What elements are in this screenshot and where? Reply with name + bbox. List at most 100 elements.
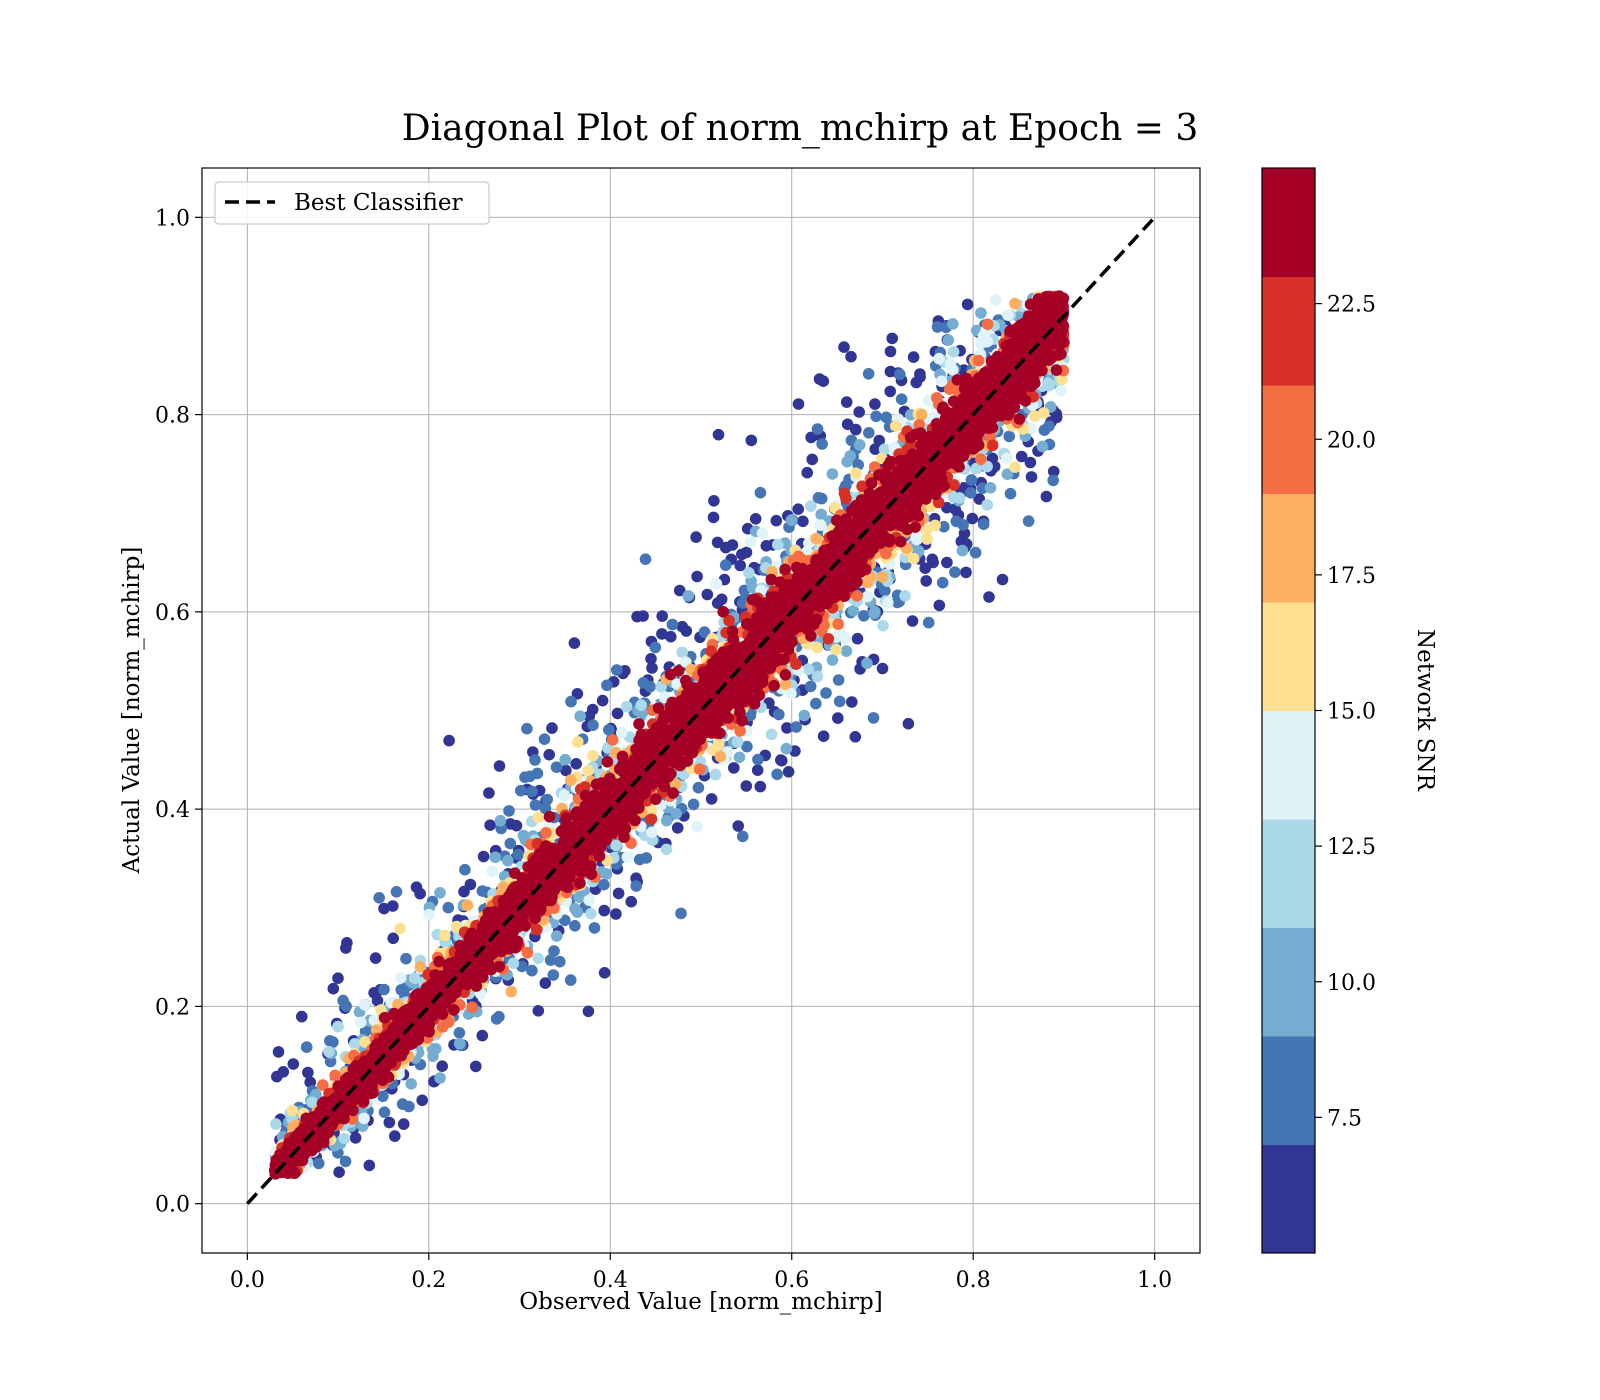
scatter-point <box>815 508 827 521</box>
scatter-point <box>571 688 584 700</box>
scatter-point <box>862 368 875 380</box>
scatter-point <box>973 493 986 505</box>
scatter-point <box>443 734 455 747</box>
scatter-point <box>1036 440 1049 453</box>
scatter-point <box>922 616 935 629</box>
scatter-point <box>349 1038 361 1050</box>
scatter-point <box>515 784 527 797</box>
scatter-point <box>410 881 423 893</box>
scatter-point <box>517 829 530 842</box>
scatter-point <box>1055 384 1067 397</box>
scatter-point <box>610 908 622 920</box>
scatter-point <box>529 754 541 766</box>
scatter-point <box>512 848 524 861</box>
scatter-point <box>526 785 538 798</box>
scatter-point <box>287 1058 300 1070</box>
scatter-point <box>302 1066 314 1079</box>
scatter-point <box>363 1159 376 1172</box>
scatter-point <box>532 1005 545 1017</box>
scatter-point <box>587 750 599 762</box>
scatter-point <box>611 664 623 676</box>
scatter-point <box>734 559 746 572</box>
scatter-point <box>712 428 725 441</box>
scatter-point <box>698 626 711 638</box>
scatter-point <box>665 630 677 643</box>
scatter-point <box>847 605 860 617</box>
scatter-point <box>846 696 858 708</box>
scatter-point <box>936 576 949 589</box>
scatter-point <box>833 695 846 708</box>
scatter-point <box>610 839 622 852</box>
scatter-point <box>377 1090 389 1103</box>
scatter-point <box>666 618 679 631</box>
scatter-point <box>815 492 828 505</box>
scatter-point <box>489 851 502 864</box>
scatter-point <box>1047 474 1059 487</box>
scatter-point <box>596 694 609 707</box>
scatter-point <box>933 352 945 365</box>
scatter-point <box>944 358 957 370</box>
scatter-point <box>950 515 963 528</box>
scatter-point <box>935 375 948 388</box>
scatter-point <box>880 411 892 424</box>
scatter-point <box>714 750 727 763</box>
scatter-point <box>731 736 744 748</box>
scatter-point <box>790 658 802 670</box>
scatter-point <box>1003 430 1015 443</box>
scatter-point <box>1015 450 1028 463</box>
scatter-point <box>378 983 390 996</box>
scatter-point <box>436 1060 449 1072</box>
scatter-point <box>977 330 990 343</box>
scatter-point <box>368 1014 381 1027</box>
scatter-point <box>899 590 911 602</box>
scatter-point <box>378 1106 391 1118</box>
scatter-point <box>726 539 739 551</box>
scatter-point <box>719 559 732 571</box>
scatter-point <box>656 628 668 640</box>
scatter-point <box>805 431 817 444</box>
scatter-point <box>569 920 581 932</box>
scatter-point <box>752 753 764 766</box>
scatter-point <box>851 632 864 645</box>
scatter-point <box>869 443 881 455</box>
scatter-point <box>502 854 514 867</box>
scatter-point <box>671 822 684 834</box>
scatter-point <box>858 610 870 622</box>
scatter-point <box>568 637 581 649</box>
scatter-point <box>785 687 797 700</box>
scatter-point <box>538 733 551 745</box>
scatter-point <box>544 954 557 966</box>
scatter-point <box>970 462 983 475</box>
scatter-point <box>906 615 919 627</box>
scatter-point <box>559 753 571 766</box>
scatter-point <box>938 520 950 533</box>
scatter-point <box>849 731 862 743</box>
scatter-point <box>986 439 999 452</box>
scatter-point <box>884 345 897 358</box>
scatter-point <box>1009 461 1021 473</box>
scatter-point <box>378 902 390 915</box>
scatter-point <box>1025 471 1038 483</box>
scatter-point <box>754 486 767 499</box>
scatter-point <box>395 972 407 984</box>
scatter-point <box>969 546 982 559</box>
scatter-point <box>453 1037 466 1050</box>
scatter-point <box>920 524 933 537</box>
scatter-point <box>926 553 939 566</box>
scatter-point <box>547 969 560 981</box>
scatter-point <box>349 1132 362 1144</box>
scatter-point <box>541 793 553 806</box>
scatter-point <box>317 1079 329 1091</box>
scatter-point <box>801 466 813 479</box>
scatter-point <box>1024 456 1037 469</box>
scatter-point <box>911 533 923 546</box>
scatter-point <box>832 618 844 630</box>
scatter-point <box>984 482 997 494</box>
scatter-point <box>845 350 857 363</box>
scatter-point <box>972 354 985 367</box>
scatter-point <box>396 1098 409 1110</box>
scatter-point <box>521 722 533 735</box>
scatter-point <box>840 396 853 408</box>
scatter-point <box>625 895 637 908</box>
scatter-point <box>600 868 613 880</box>
